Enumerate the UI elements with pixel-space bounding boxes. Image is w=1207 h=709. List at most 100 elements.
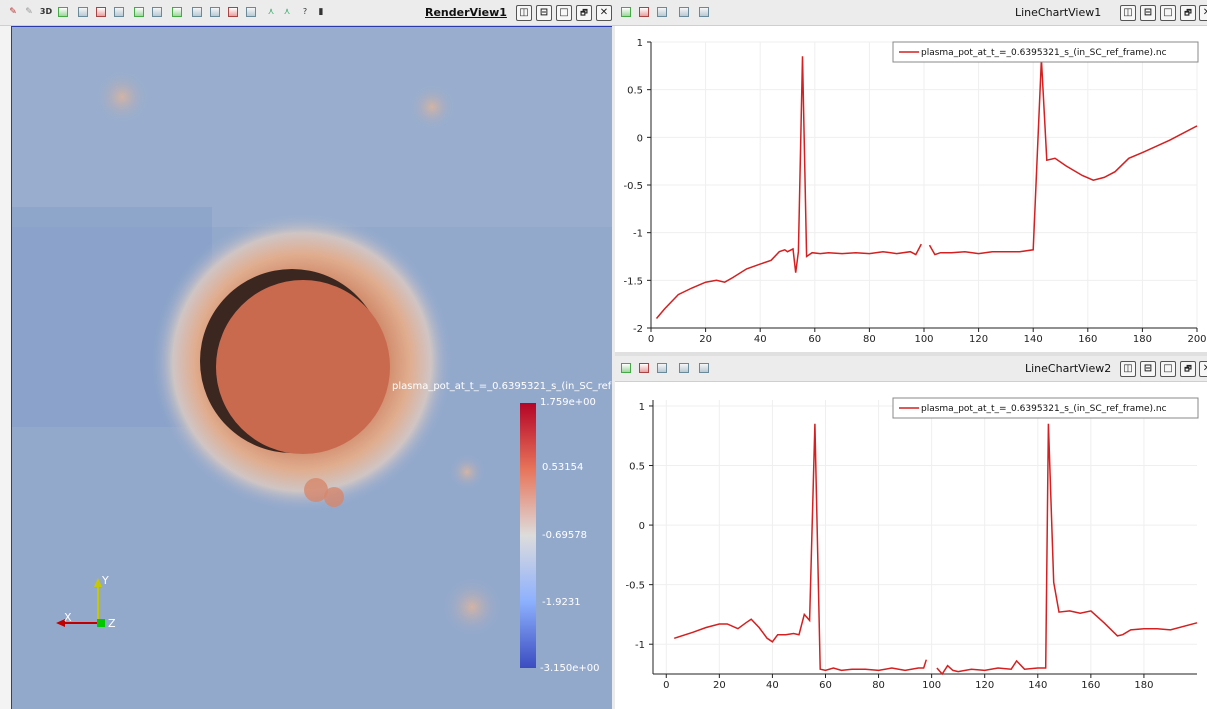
chart-select-subtract-icon[interactable] — [657, 7, 667, 17]
frustum-points-icon[interactable] — [134, 7, 144, 17]
legend-box — [892, 41, 1199, 63]
x-tick-label: 120 — [975, 680, 994, 691]
chart1-split-horizontal-button[interactable]: ◫ — [1120, 5, 1136, 21]
x-tick-label: 180 — [1133, 334, 1152, 345]
chart2-close-button[interactable]: ✕ — [1199, 361, 1207, 377]
line-chart-view-2[interactable]: 0 20 40 60 80 100 120 140 160 180 1 0.5 0 -0.5 -1 plasm… — [615, 382, 1207, 709]
chart2-split-vertical-button[interactable]: ⊟ — [1140, 361, 1156, 377]
artifact-blob — [449, 454, 485, 490]
frustum-cells-icon[interactable] — [114, 7, 124, 17]
y-tick-label: 0.5 — [629, 462, 645, 473]
shrink-selection-icon[interactable] — [228, 7, 238, 17]
colorbar[interactable] — [520, 403, 536, 668]
x-tick-label: 140 — [1028, 680, 1047, 691]
help-icon[interactable]: ? — [302, 7, 308, 16]
colorbar-label-4: -1.9231 — [542, 597, 581, 608]
colorbar-title: plasma_pot_at_t_=_0.6395321_s_(in_SC_ref — [392, 381, 612, 392]
spacecraft-sphere[interactable] — [216, 280, 390, 454]
x-tick-label: 160 — [1078, 334, 1097, 345]
chart-select-toggle-icon[interactable] — [679, 7, 689, 17]
chart2-view-title[interactable]: LineChartView2 — [1025, 362, 1112, 375]
chart1-view-title[interactable]: LineChartView1 — [1015, 6, 1102, 19]
x-tick-label: 60 — [808, 334, 821, 345]
x-tick-label: 100 — [922, 680, 941, 691]
render-view[interactable]: plasma_pot_at_t_=_0.6395321_s_(in_SC_ref… — [11, 26, 612, 709]
artifact-blob — [324, 487, 344, 507]
colorbar-label-max: 1.759e+00 — [540, 397, 596, 408]
colorbar-label-3: -0.69578 — [542, 530, 587, 541]
chart2-select-subtract-icon[interactable] — [657, 363, 667, 373]
x-tick-label: 60 — [819, 680, 832, 691]
render-view-title[interactable]: RenderView1 — [425, 6, 507, 19]
y-tick-label: -1.5 — [623, 276, 643, 287]
y-tick-label: -0.5 — [625, 581, 645, 592]
render-scene[interactable] — [12, 27, 612, 709]
series-line — [655, 56, 922, 319]
series-line — [936, 423, 1198, 676]
series-line — [928, 59, 1198, 256]
interactive-select-icon[interactable] — [192, 7, 202, 17]
y-tick-label: -1 — [633, 229, 643, 240]
chart-select-icon[interactable] — [621, 7, 631, 17]
chart2-select-add-icon[interactable] — [639, 363, 649, 373]
select-cells-icon[interactable] — [78, 7, 88, 17]
legend-box — [892, 397, 1199, 419]
y-tick-label: -2 — [633, 324, 643, 335]
axis-z — [97, 619, 105, 627]
axis-y-arrow — [94, 578, 102, 587]
legend-label: plasma_pot_at_t_=_0.6395321_s_(in_SC_ref… — [921, 404, 1167, 414]
pick-icon[interactable]: ✎ — [9, 7, 17, 17]
render-toolbar: ✎ ✎ 3D ⋏ ⋏ ? ▮ RenderView1 ◫ ⊟ □ 🗗 ✕ — [0, 0, 615, 26]
x-tick-label: 80 — [863, 334, 876, 345]
colorbar-label-min: -3.150e+00 — [540, 663, 600, 674]
series-line — [673, 423, 928, 672]
grow-selection-icon[interactable] — [210, 7, 220, 17]
chart2-maximize-button[interactable]: □ — [1160, 361, 1176, 377]
chart2-split-horizontal-button[interactable]: ◫ — [1120, 361, 1136, 377]
chart-clear-selection-icon[interactable] — [699, 7, 709, 17]
artifact-blob — [408, 83, 456, 131]
chart2-clear-selection-icon[interactable] — [699, 363, 709, 373]
axis-x-arrow — [56, 619, 65, 627]
y-tick-label: 0 — [637, 133, 643, 144]
y-tick-label: -1 — [635, 640, 645, 651]
axis-x-label: X — [64, 611, 72, 624]
maximize-button[interactable]: □ — [556, 5, 572, 21]
polygon-cells-icon[interactable] — [152, 7, 162, 17]
view-splitter[interactable] — [615, 352, 1207, 356]
x-tick-label: 40 — [766, 680, 779, 691]
select-points-icon[interactable] — [96, 7, 106, 17]
trash-icon[interactable]: ▮ — [318, 7, 324, 17]
chart1-split-vertical-button[interactable]: ⊟ — [1140, 5, 1156, 21]
chart2-toolbar: LineChartView2 ◫ ⊟ □ 🗗 ✕ — [615, 356, 1207, 382]
line-chart-view-1[interactable]: 0 20 40 60 80 100 120 140 160 180 200 1 0.5 0 -0.5 -1 -1… — [615, 26, 1207, 352]
x-tick-label: 0 — [663, 680, 669, 691]
restore-button[interactable]: 🗗 — [576, 5, 592, 21]
split-horizontal-button[interactable]: ◫ — [516, 5, 532, 21]
x-tick-label: 20 — [699, 334, 712, 345]
chart-select-add-icon[interactable] — [639, 7, 649, 17]
colorbar-label-2: 0.53154 — [542, 462, 584, 473]
x-tick-label: 20 — [713, 680, 726, 691]
x-tick-label: 80 — [872, 680, 885, 691]
chart1-maximize-button[interactable]: □ — [1160, 5, 1176, 21]
axis-y-label: Y — [102, 574, 109, 587]
x-tick-label: 120 — [969, 334, 988, 345]
polygon-points-icon[interactable] — [172, 7, 182, 17]
camera-icon[interactable] — [58, 7, 68, 17]
y-tick-label: -0.5 — [623, 181, 643, 192]
clear-selection-icon[interactable] — [246, 7, 256, 17]
hover-cells-icon[interactable]: ⋏ — [283, 7, 291, 17]
chart1-close-button[interactable]: ✕ — [1199, 5, 1207, 21]
split-vertical-button[interactable]: ⊟ — [536, 5, 552, 21]
hover-points-icon[interactable]: ⋏ — [267, 7, 275, 17]
chart2-restore-button[interactable]: 🗗 — [1180, 361, 1196, 377]
artifact-blob — [442, 577, 502, 637]
chart2-select-icon[interactable] — [621, 363, 631, 373]
x-tick-label: 40 — [754, 334, 767, 345]
chart2-select-toggle-icon[interactable] — [679, 363, 689, 373]
3d-toggle[interactable]: 3D — [39, 7, 53, 16]
close-view-button[interactable]: ✕ — [596, 5, 612, 21]
select-icon[interactable]: ✎ — [25, 7, 33, 17]
chart1-restore-button[interactable]: 🗗 — [1180, 5, 1196, 21]
